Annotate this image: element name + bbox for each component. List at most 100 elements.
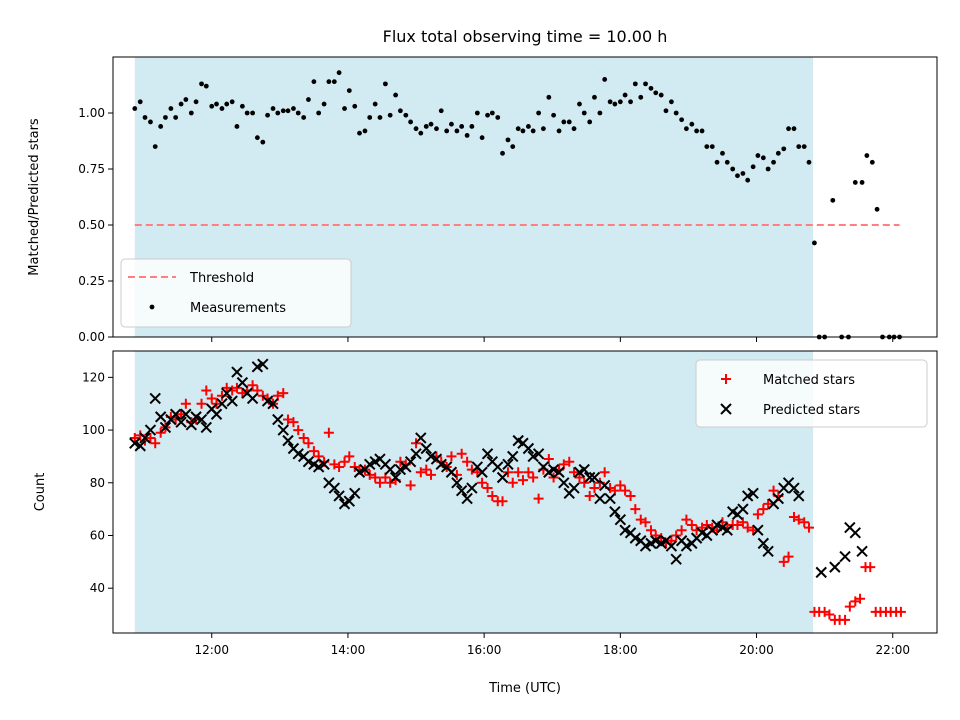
matched-point (507, 477, 518, 488)
measurement-point (244, 110, 250, 116)
measurement-point (331, 79, 337, 85)
measurement-point (791, 126, 797, 132)
predicted-point (169, 408, 182, 420)
matched-point (533, 493, 544, 504)
legend-predicted-swatch (720, 403, 732, 415)
measurement-point (859, 180, 865, 185)
predicted-point (856, 545, 868, 558)
predicted-point (578, 463, 590, 476)
measurement-point (438, 108, 444, 114)
measurement-point (786, 126, 791, 132)
matched-point (666, 535, 677, 546)
matched-point (231, 382, 242, 393)
matched-point (840, 614, 851, 625)
series-matched-stars (129, 380, 906, 625)
measurement-point (806, 159, 812, 165)
measurement-point (771, 159, 776, 165)
matched-point (145, 432, 156, 443)
predicted-point (343, 495, 356, 507)
measurement-point (683, 126, 689, 132)
legend-box (120, 258, 352, 328)
predicted-point (312, 461, 325, 473)
measurement-point (760, 155, 766, 161)
predicted-point (333, 490, 345, 502)
measurement-point (745, 177, 751, 183)
predicted-point (394, 463, 407, 476)
matched-point (497, 496, 508, 507)
matched-point (620, 485, 631, 496)
matched-point (196, 398, 207, 409)
matched-point (625, 490, 636, 501)
predicted-point (461, 492, 473, 505)
matched-point (599, 467, 610, 478)
predicted-point (261, 395, 274, 407)
measurement-point (689, 121, 695, 127)
measurement-point (632, 81, 638, 87)
predicted-point (236, 376, 249, 389)
measurement-point (326, 79, 332, 85)
measurement-point (454, 128, 460, 134)
predicted-point (476, 466, 488, 478)
matched-point (569, 467, 580, 478)
matched-point (308, 446, 319, 457)
measurement-point (301, 115, 307, 120)
measurement-point (474, 110, 480, 116)
predicted-point (353, 466, 366, 478)
panel-ratio: 0.00 0.25 0.50 0.75 1.00 Matched/Predicted st… (27, 56, 938, 344)
predicted-point (492, 461, 504, 473)
measurement-point (740, 171, 746, 176)
matched-point (446, 451, 457, 462)
measurement-point (168, 106, 174, 111)
matched-point (278, 388, 289, 399)
predicted-point (154, 411, 167, 423)
x-tick-label: 16:00 (467, 643, 502, 657)
measurement-point (643, 81, 648, 87)
measurement-point (418, 130, 424, 136)
predicted-point (200, 421, 213, 434)
predicted-point (650, 535, 662, 547)
matched-point (799, 517, 810, 528)
matched-point (421, 464, 432, 475)
measurement-point (219, 106, 225, 111)
legend-matched-swatch (721, 374, 731, 384)
matched-point (323, 427, 334, 438)
measurement-point (510, 144, 516, 150)
matched-point (758, 504, 769, 515)
predicted-point (226, 395, 238, 407)
predicted-point (665, 540, 678, 552)
predicted-point (435, 458, 447, 471)
y-tick-label: 0.25 (78, 274, 105, 288)
measurement-point (234, 124, 240, 129)
predicted-point (445, 466, 458, 478)
measurement-point (459, 124, 465, 129)
measurement-point (638, 94, 644, 100)
measurement-point (142, 115, 148, 120)
predicted-point (558, 477, 570, 489)
predicted-point (246, 392, 259, 405)
measurement-point (673, 110, 679, 116)
matched-point (543, 454, 554, 465)
measurement-point (775, 150, 781, 156)
matched-point (865, 562, 876, 573)
measurement-point (812, 240, 817, 246)
measurement-point (464, 133, 470, 138)
predicted-point (216, 398, 228, 410)
measurement-point (397, 108, 403, 114)
y-tick-label: 60 (90, 528, 105, 542)
legend-bottom: Matched stars Predicted stars (695, 359, 928, 428)
measurement-point (566, 119, 572, 125)
measurement-point (607, 99, 613, 105)
legend-matched-label: Matched stars (763, 373, 855, 388)
matched-point (778, 556, 789, 567)
measurement-point (546, 94, 552, 100)
x-tick-label: 22:00 (875, 643, 910, 657)
predicted-point (221, 387, 233, 399)
matched-point (487, 490, 498, 501)
measurement-point (577, 101, 582, 107)
x-axis-label: Time (UTC) (488, 681, 561, 696)
matched-point (411, 438, 422, 449)
predicted-point (404, 455, 417, 468)
measurement-point (270, 106, 276, 111)
y-tick-label: 40 (90, 581, 105, 595)
